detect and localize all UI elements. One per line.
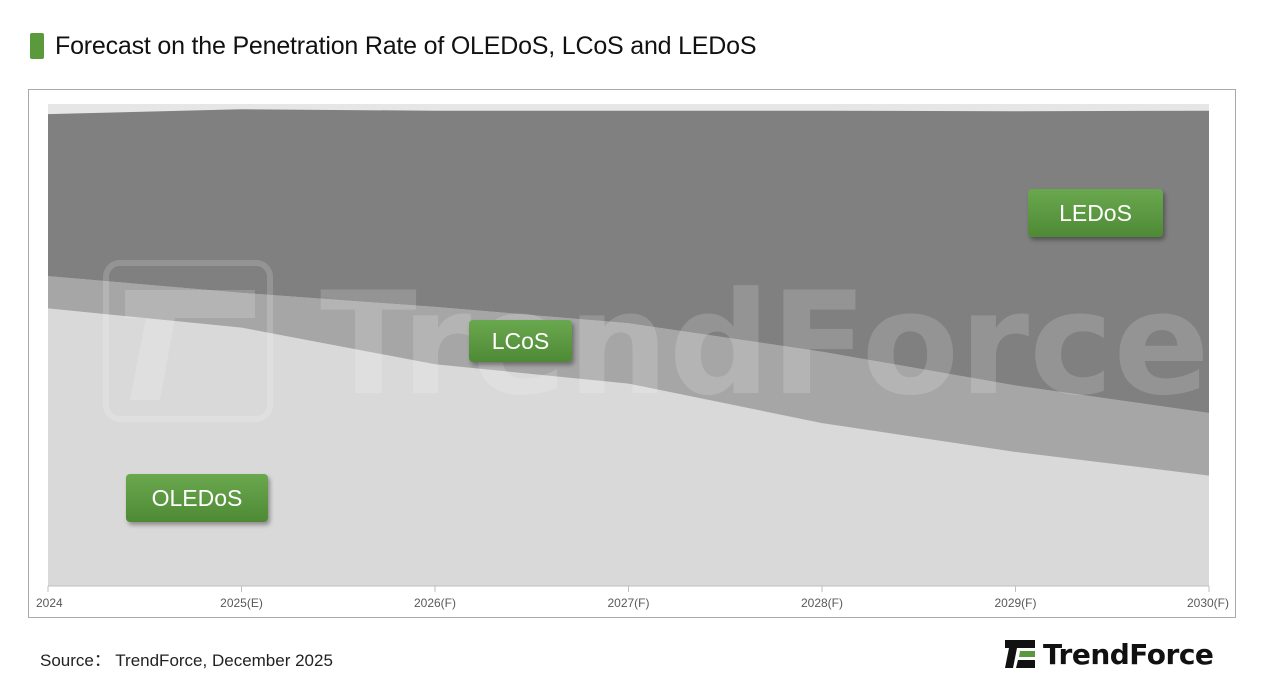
- logo-text: TrendForce: [1043, 637, 1214, 671]
- area-oledos: [48, 308, 1209, 586]
- x-tick-label: 2025(E): [220, 596, 263, 610]
- series-label-lcos: LCoS: [469, 320, 572, 362]
- x-tick-label: 2026(F): [414, 596, 456, 610]
- watermark-text: TrendForce: [320, 262, 1210, 427]
- x-tick-label: 2024: [36, 596, 63, 610]
- x-tick-label: 2028(F): [801, 596, 843, 610]
- title-accent-bar: [30, 33, 44, 59]
- series-label-ledos: LEDoS: [1028, 189, 1163, 237]
- watermark-logo-frame: [103, 260, 273, 422]
- area-lcos: [48, 276, 1209, 476]
- watermark: TrendForce: [103, 260, 1210, 427]
- trendforce-logo: TrendForce: [1003, 636, 1214, 672]
- x-tick-label: 2030(F): [1187, 596, 1229, 610]
- x-tick-label: 2029(F): [994, 596, 1036, 610]
- x-tick-label: 2027(F): [607, 596, 649, 610]
- source-note: Source： TrendForce, December 2025: [40, 651, 333, 670]
- series-label-oledos: OLEDoS: [126, 474, 268, 522]
- area-ledos: [48, 109, 1209, 414]
- page-title: Forecast on the Penetration Rate of OLED…: [55, 32, 757, 60]
- watermark-logo-icon: [125, 290, 255, 400]
- trendforce-logo-icon: [1005, 640, 1035, 668]
